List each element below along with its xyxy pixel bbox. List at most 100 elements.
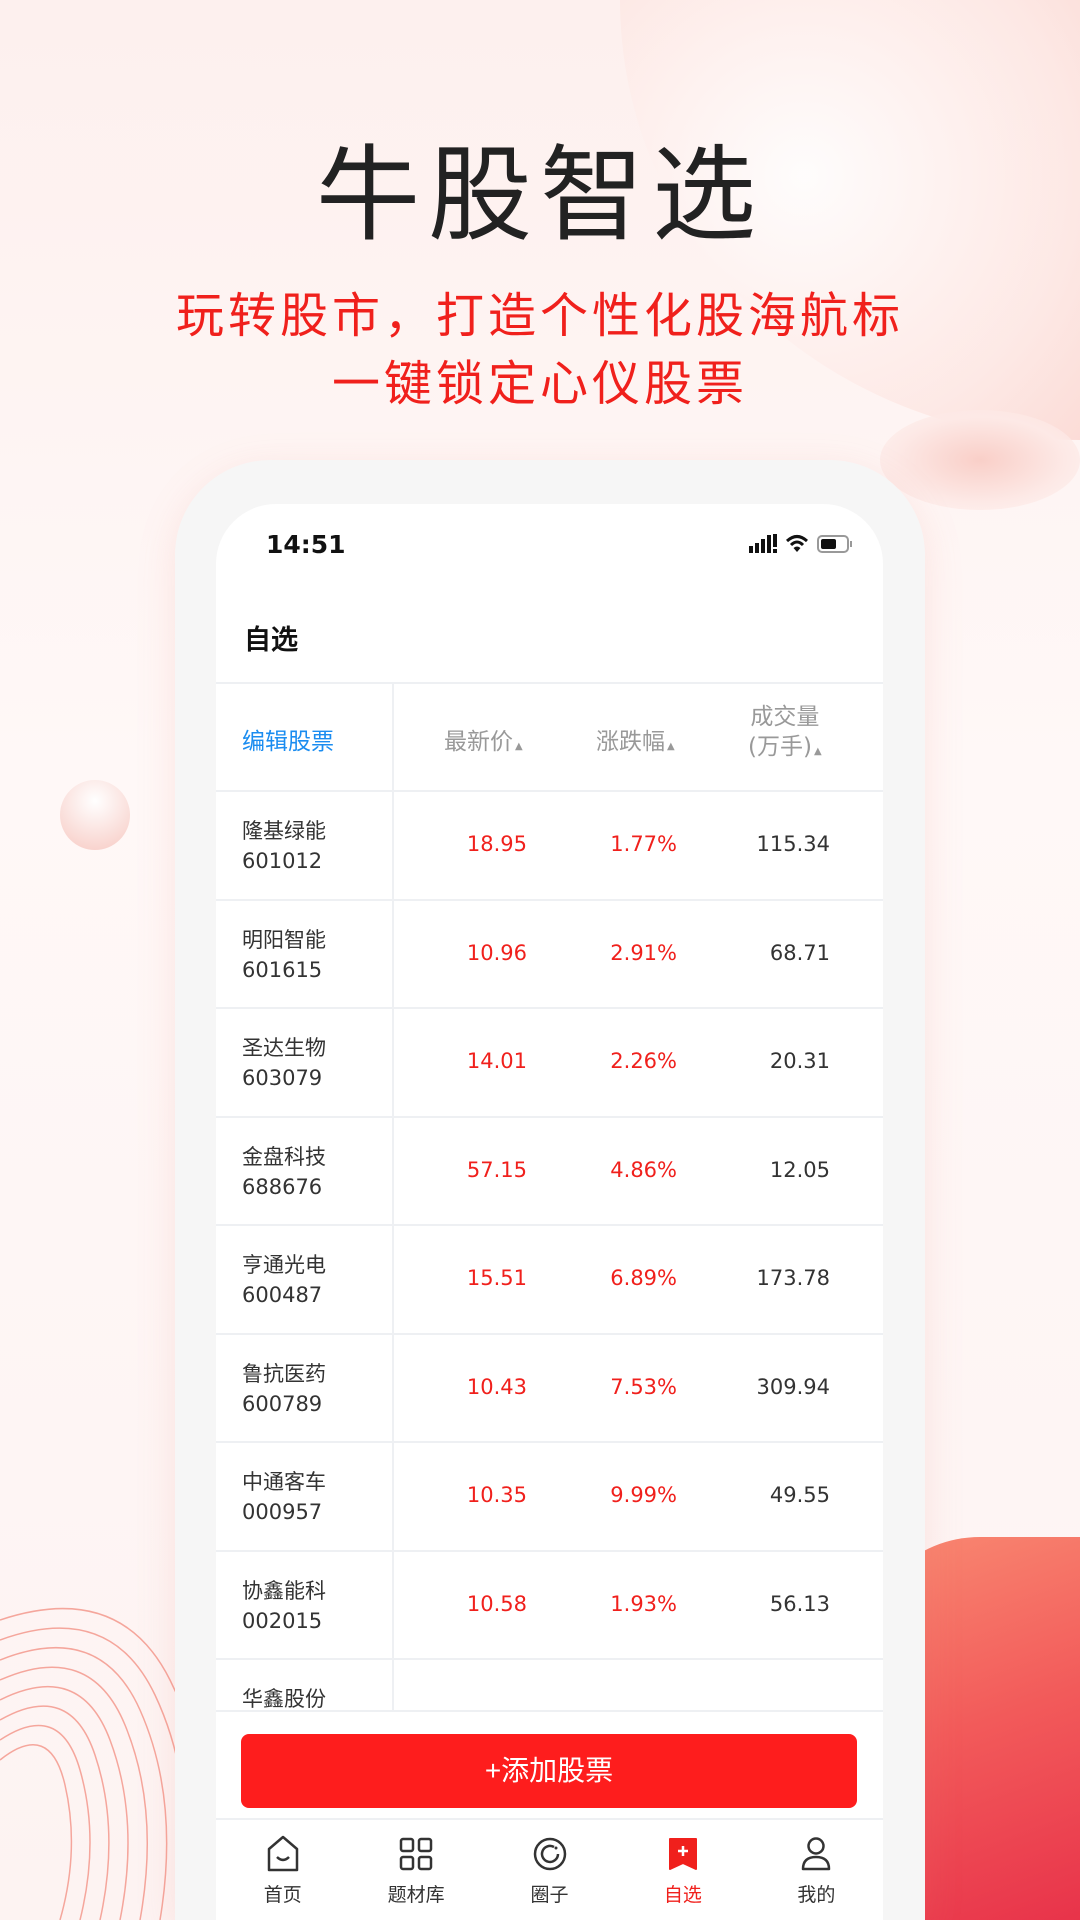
bottom-tab-bar: 首页 题材库 圈子 自选 我的 [216, 1820, 883, 1920]
stock-name: 金盘科技 [242, 1144, 326, 1169]
stock-change: 7.53% [610, 1374, 677, 1399]
sort-icon: ▲ [515, 741, 523, 752]
column-divider [392, 682, 394, 1712]
decor-lines [0, 1607, 207, 1920]
sort-price[interactable]: 最新价 ▲ [444, 722, 523, 756]
stock-name: 协鑫能科 [242, 1578, 326, 1603]
sort-icon: ▲ [667, 741, 675, 752]
col-volume-unit: (万手) [748, 734, 812, 760]
tab-label: 我的 [797, 1884, 836, 1906]
stock-name-code: 中通客车 000957 [242, 1467, 326, 1527]
stock-row[interactable]: 隆基绿能 601012 18.95 1.77% 115.34 [216, 792, 883, 901]
promo-subtitle-1: 玩转股市，打造个性化股海航标 [175, 288, 904, 344]
edit-stocks-link[interactable]: 编辑股票 [242, 729, 334, 755]
stock-row[interactable]: 金盘科技 688676 57.15 4.86% 12.05 [216, 1118, 883, 1226]
stock-price: 10.96 [466, 940, 527, 965]
tab-me[interactable]: 我的 [750, 1820, 883, 1920]
stock-volume: 56.13 [769, 1591, 830, 1616]
sort-icon: ▲ [813, 746, 822, 757]
stock-price: 10.58 [466, 1591, 527, 1616]
stock-list[interactable]: 隆基绿能 601012 18.95 1.77% 115.34 明阳智能 601615 10.9… [216, 792, 883, 1710]
stock-volume: 309.94 [756, 1374, 830, 1399]
sort-volume[interactable]: 成交量 (万手) ▲ [748, 702, 822, 767]
stock-price: 10.35 [466, 1483, 527, 1507]
tab-label: 圈子 [530, 1884, 569, 1906]
stock-name-code: 亨通光电 600487 [242, 1250, 326, 1310]
stock-volume: 12.05 [769, 1157, 830, 1182]
stock-price: 57.15 [466, 1157, 527, 1182]
stock-code: 600789 [242, 1391, 323, 1416]
add-stock-button[interactable]: +添加股票 [241, 1734, 857, 1808]
tab-label: 题材库 [387, 1884, 445, 1906]
sort-change[interactable]: 涨跌幅 ▲ [596, 722, 675, 756]
stock-change: 2.26% [610, 1049, 677, 1073]
stock-row[interactable]: 亨通光电 600487 15.51 6.89% 173.78 [216, 1226, 883, 1335]
stock-row[interactable]: 中通客车 000957 10.35 9.99% 49.55 [216, 1443, 883, 1552]
stock-name: 中通客车 [242, 1470, 326, 1494]
stock-volume: 49.55 [769, 1483, 830, 1507]
stock-name: 圣达生物 [242, 1036, 326, 1060]
page-title: 自选 [244, 625, 298, 656]
stock-price: 14.01 [466, 1049, 527, 1073]
home-icon [267, 1835, 298, 1872]
decor-ball [60, 780, 130, 850]
stock-name-code: 鲁抗医药 600789 [242, 1359, 326, 1419]
stock-name: 亨通光电 [242, 1253, 326, 1277]
stock-name-code: 明阳智能 601615 [242, 925, 326, 985]
stock-code: 600487 [242, 1283, 323, 1307]
stock-row[interactable]: 协鑫能科 002015 10.58 1.93% 56.13 [216, 1552, 883, 1660]
stock-row[interactable]: 鲁抗医药 600789 10.43 7.53% 309.94 [216, 1335, 883, 1443]
status-time: 14:51 [266, 530, 346, 559]
table-header: 编辑股票 最新价 ▲ 涨跌幅 ▲ 成交量 (万手) ▲ [216, 682, 883, 792]
stock-price: 18.95 [466, 832, 527, 856]
stock-volume: 68.71 [769, 940, 830, 965]
battery-icon [817, 535, 852, 553]
stock-row[interactable]: 华鑫股份 [216, 1660, 883, 1710]
stock-change: 1.93% [610, 1591, 677, 1616]
stock-name: 明阳智能 [242, 927, 326, 952]
stock-name-code: 金盘科技 688676 [242, 1142, 326, 1202]
circle-icon [533, 1837, 566, 1871]
add-bookmark-icon [668, 1838, 697, 1870]
signal-icon [749, 534, 777, 553]
stock-name-code: 华鑫股份 [242, 1684, 326, 1710]
stock-code: 688676 [242, 1174, 323, 1199]
tab-label: 首页 [263, 1884, 302, 1906]
stock-code: 601012 [242, 849, 323, 873]
stock-change: 2.91% [610, 940, 677, 965]
stock-code: 603079 [242, 1066, 323, 1090]
stock-row[interactable]: 圣达生物 603079 14.01 2.26% 20.31 [216, 1009, 883, 1118]
stock-price: 15.51 [466, 1266, 527, 1290]
tab-label: 自选 [663, 1884, 702, 1906]
tab-topics[interactable]: 题材库 [349, 1820, 482, 1920]
col-price-label: 最新价 [444, 729, 513, 755]
user-icon [802, 1837, 831, 1871]
stock-name-code: 圣达生物 603079 [242, 1033, 326, 1093]
grid-icon [399, 1837, 433, 1871]
stock-change: 1.77% [610, 832, 677, 856]
phone-screen: 14:51 自选 编辑股票 最新价 ▲ 涨跌幅 ▲ 成交量 (万手) ▲ 隆基绿能 601… [216, 504, 883, 1920]
stock-change: 6.89% [610, 1266, 677, 1290]
stock-row[interactable]: 明阳智能 601615 10.96 2.91% 68.71 [216, 901, 883, 1009]
tab-circle[interactable]: 圈子 [483, 1820, 616, 1920]
wifi-icon [785, 535, 809, 552]
stock-price: 10.43 [466, 1374, 527, 1399]
stock-code: 601615 [242, 957, 323, 982]
stock-volume: 115.34 [756, 832, 830, 856]
col-change-label: 涨跌幅 [596, 729, 665, 755]
stock-name-code: 隆基绿能 601012 [242, 816, 326, 876]
stock-volume: 173.78 [756, 1266, 830, 1290]
tab-watchlist[interactable]: 自选 [616, 1820, 749, 1920]
stock-name-code: 协鑫能科 002015 [242, 1576, 326, 1636]
stock-name: 鲁抗医药 [242, 1361, 326, 1386]
col-volume-label: 成交量 [750, 704, 820, 730]
stock-name: 华鑫股份 [242, 1687, 326, 1710]
tab-home[interactable]: 首页 [216, 1820, 349, 1920]
decor-ellipse [880, 410, 1080, 510]
stock-code: 002015 [242, 1608, 323, 1633]
stock-volume: 20.31 [769, 1049, 830, 1073]
stock-change: 4.86% [610, 1157, 677, 1182]
stock-code: 000957 [242, 1500, 323, 1524]
promo-title: 牛股智选 [315, 134, 764, 256]
promo-subtitle-2: 一键锁定心仪股票 [331, 356, 748, 412]
